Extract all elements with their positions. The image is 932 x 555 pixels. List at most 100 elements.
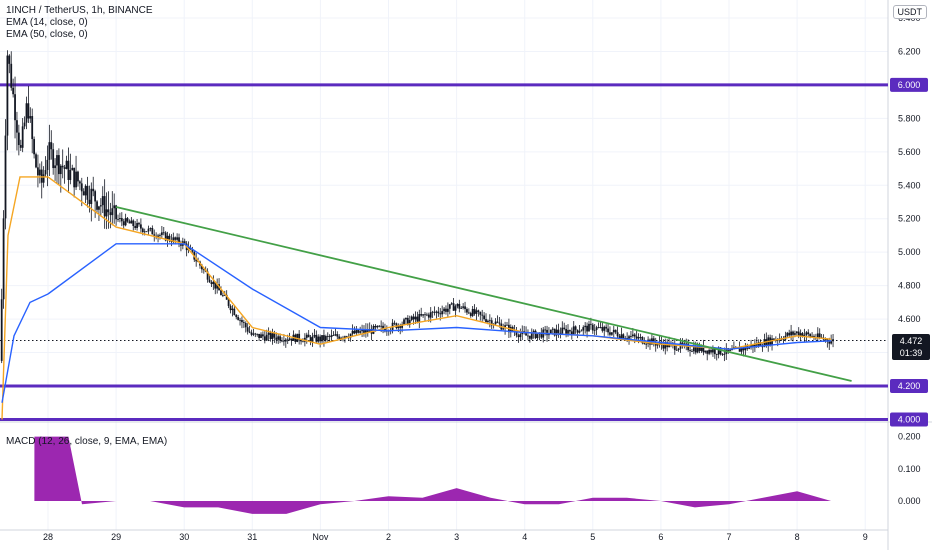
candle-body <box>265 334 268 341</box>
candle-body <box>456 303 459 307</box>
candle-body <box>473 308 476 314</box>
candle-body <box>107 209 110 213</box>
candle-body <box>609 332 611 335</box>
candle-body <box>105 209 108 217</box>
candle-body <box>569 330 571 332</box>
symbol-title[interactable]: 1INCH / TetherUS, 1h, BINANCE <box>6 5 153 16</box>
candle-body <box>418 314 421 322</box>
candle-body <box>528 335 531 339</box>
candle-body <box>71 167 74 171</box>
candle-body <box>122 221 125 226</box>
candle-body <box>317 336 320 342</box>
macd-histogram <box>34 436 832 514</box>
candle-body <box>406 317 409 325</box>
candle-body <box>782 339 785 341</box>
candle-body <box>467 312 470 314</box>
candle-body <box>174 237 177 240</box>
macd-legend[interactable]: MACD (12, 26, close, 9, EMA, EMA) <box>6 436 168 447</box>
candle-body <box>353 330 356 334</box>
candle-body <box>586 325 588 332</box>
candle-body <box>565 328 568 334</box>
candle-body <box>0 299 3 361</box>
candle-body <box>639 336 642 338</box>
candle-body <box>816 333 819 338</box>
candle-body <box>260 334 262 338</box>
candle-body <box>326 336 329 337</box>
candle-body <box>797 331 800 336</box>
candle-body <box>201 265 203 270</box>
candle-body <box>517 335 520 338</box>
candle-body <box>364 329 367 333</box>
time-tick-label: 29 <box>111 532 121 542</box>
candle-body <box>117 218 119 220</box>
candle-body <box>557 329 560 333</box>
candle-body <box>153 234 156 236</box>
candle-body <box>462 306 465 308</box>
candle-body <box>794 333 796 335</box>
candle-body <box>242 322 245 323</box>
candle-body <box>494 321 497 325</box>
time-tick-label: 4 <box>522 532 527 542</box>
candle-body <box>311 336 314 342</box>
candle-body <box>138 223 140 225</box>
candle-body <box>349 333 352 338</box>
level-tag-label: 4.200 <box>898 381 921 391</box>
candle-body <box>412 316 415 320</box>
candle-body <box>446 308 449 312</box>
candle-body <box>427 314 430 318</box>
candle-body <box>309 337 312 342</box>
candle-body <box>700 345 703 351</box>
candle-body <box>536 334 539 339</box>
candle-body <box>50 142 53 150</box>
candle-body <box>450 303 453 305</box>
candle-body <box>475 310 478 314</box>
price-tick-label: 4.600 <box>898 314 921 324</box>
candle-body <box>366 329 369 332</box>
candle-body <box>164 232 167 241</box>
candle-body <box>35 154 37 168</box>
candle-body <box>616 332 619 337</box>
candle-body <box>180 243 182 246</box>
candle-body <box>620 334 623 339</box>
candle-body <box>694 347 697 353</box>
candle-body <box>126 218 129 222</box>
candle-body <box>792 331 794 335</box>
candle-body <box>191 249 194 252</box>
candle-body <box>786 332 789 336</box>
candle-body <box>809 334 812 337</box>
time-tick-label: 8 <box>795 532 800 542</box>
candle-body <box>319 336 322 342</box>
candle-body <box>80 183 83 192</box>
candle-body <box>708 349 711 354</box>
candle-body <box>38 169 41 176</box>
ema50-legend[interactable]: EMA (50, close, 0) <box>6 29 88 40</box>
candle-body <box>73 167 76 188</box>
candle-body <box>439 313 442 315</box>
ema14-legend[interactable]: EMA (14, close, 0) <box>6 17 88 28</box>
candle-body <box>214 281 217 289</box>
candle-body <box>645 343 648 345</box>
candle-body <box>69 170 72 180</box>
candle-body <box>408 320 411 325</box>
candle-body <box>25 103 28 123</box>
candle-body <box>677 348 680 351</box>
candle-body <box>65 160 68 169</box>
candle-body <box>52 149 55 169</box>
candle-body <box>601 327 604 331</box>
currency-badge[interactable]: USDT <box>892 5 927 19</box>
candle-body <box>805 332 808 335</box>
macd-tick-label: 0.000 <box>898 496 921 506</box>
candle-body <box>101 196 104 206</box>
candle-body <box>487 320 489 323</box>
candle-body <box>10 63 13 88</box>
candle-body <box>664 342 667 349</box>
candle-body <box>225 294 228 300</box>
candle-body <box>378 325 381 327</box>
candle-body <box>134 225 137 228</box>
candle-body <box>229 305 232 311</box>
candle-body <box>48 142 51 160</box>
candle-body <box>477 310 480 312</box>
candle-body <box>231 308 234 311</box>
